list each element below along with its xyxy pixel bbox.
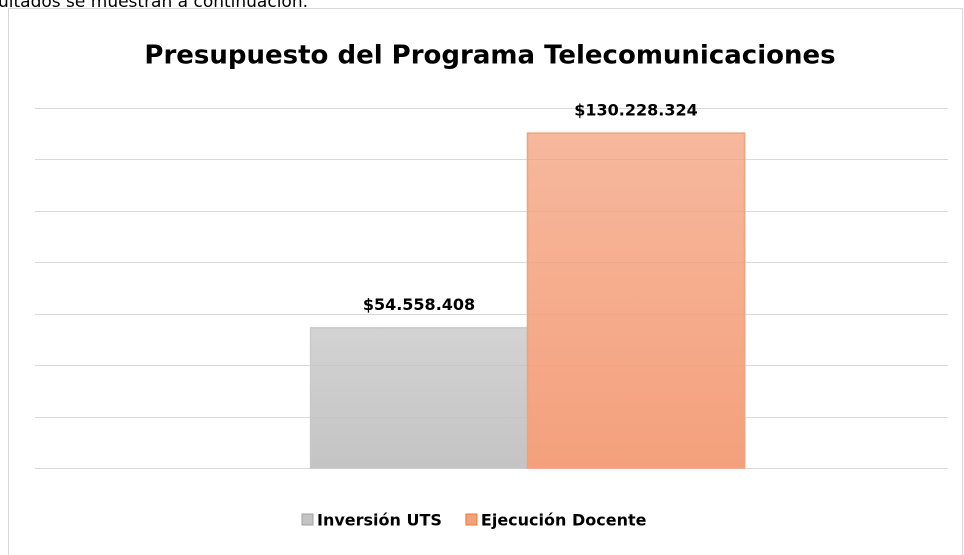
chart-title: Presupuesto del Programa Telecomunicacio… (144, 41, 835, 71)
legend-label: Ejecución Docente (481, 511, 647, 530)
bar (526, 132, 746, 469)
chart-frame (8, 8, 963, 555)
legend-label: Inversión UTS (317, 511, 442, 530)
legend-swatch (465, 513, 478, 526)
data-label: $54.558.408 (363, 295, 475, 314)
data-label: $130.228.324 (574, 101, 697, 120)
legend-swatch (301, 513, 314, 526)
bar (309, 326, 529, 469)
